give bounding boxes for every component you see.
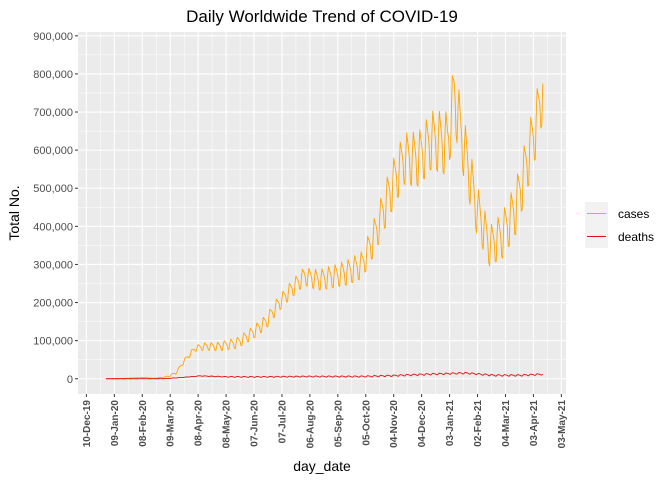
- x-axis: 10-Dec-19 09-Jan-20 08-Feb-20 09-Mar-20 08-A…: [82, 394, 568, 448]
- y-axis-title: Total No.: [6, 185, 22, 240]
- x-tick-label: 09-Mar-20: [166, 400, 177, 447]
- legend-label-deaths: deaths: [618, 230, 654, 244]
- y-tick-label: 200,000: [33, 298, 73, 310]
- y-tick-label: 800,000: [33, 69, 73, 81]
- y-tick-label: 700,000: [33, 107, 73, 119]
- y-tick-label: 500,000: [33, 183, 73, 195]
- x-tick-label: 03-Jan-21: [445, 400, 456, 447]
- y-axis: 0 100,000 200,000 300,000 400,000 500,000 600,…: [33, 31, 78, 386]
- x-tick-label: 10-Dec-19: [82, 400, 93, 448]
- y-tick-label: 300,000: [33, 259, 73, 271]
- x-tick-label: 09-Jan-20: [110, 400, 121, 447]
- x-tick-label: 07-Jun-20: [250, 400, 261, 447]
- y-tick-label: 600,000: [33, 145, 73, 157]
- series-line-deaths: [105, 371, 544, 380]
- y-tick-label: 900,000: [33, 31, 73, 43]
- x-tick-label: 04-Dec-20: [417, 400, 428, 448]
- x-tick-label: 03-Apr-21: [529, 400, 540, 447]
- legend: cases deaths: [585, 202, 654, 248]
- x-tick-label: 02-Feb-21: [473, 400, 484, 447]
- x-tick-label: 07-Jul-20: [277, 400, 288, 444]
- y-tick-label: 100,000: [33, 336, 73, 348]
- plot-panel: [78, 32, 566, 394]
- y-tick-label: 0: [67, 374, 73, 386]
- chart-title: Daily Worldwide Trend of COVID-19: [186, 7, 458, 26]
- x-tick-label: 08-Apr-20: [194, 400, 205, 447]
- y-tick-label: 400,000: [33, 221, 73, 233]
- x-tick-label: 06-Aug-20: [305, 400, 316, 449]
- x-tick-label: 03-May-21: [557, 400, 568, 449]
- x-tick-label: 08-May-20: [222, 400, 233, 449]
- x-tick-label: 05-Sep-20: [333, 400, 344, 448]
- series-layer: [105, 74, 544, 380]
- legend-label-cases: cases: [618, 207, 649, 221]
- x-tick-label: 04-Nov-20: [389, 400, 400, 448]
- x-tick-label: 05-Oct-20: [361, 400, 372, 446]
- x-tick-label: 08-Feb-20: [138, 400, 149, 447]
- x-tick-label: 04-Mar-21: [501, 400, 512, 447]
- x-axis-title: day_date: [293, 458, 351, 474]
- series-line-cases: [105, 74, 544, 380]
